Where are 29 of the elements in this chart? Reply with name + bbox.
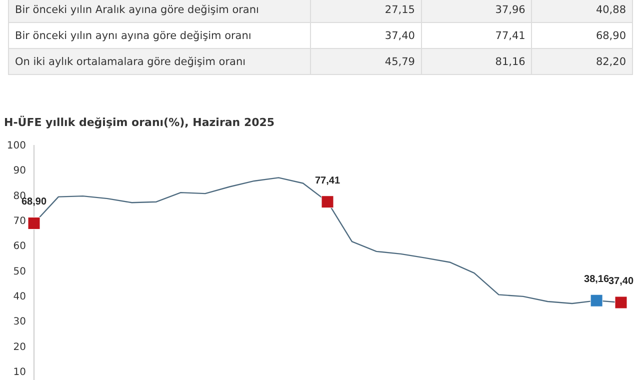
text: 27,15 [384, 4, 415, 16]
y-tick-label: 70 [13, 216, 26, 228]
chart-title: H-ÜFE yıllık değişim oranı(%), Haziran 2025 [3, 116, 276, 131]
category-label: Bir önceki yılın aynı ayına göre değişim oranı [15, 30, 252, 42]
data-label: 38,16 [584, 274, 610, 286]
text: 81,16 [495, 56, 526, 68]
y-tick-label: 10 [13, 366, 26, 378]
text: 77,41 [495, 30, 526, 42]
text: 37,40 [384, 30, 415, 42]
category-label: On iki aylık ortalamalara göre değişim oranı [15, 56, 246, 68]
text: 45,79 [384, 56, 415, 68]
y-tick-label: 40 [13, 291, 26, 302]
data-label: 77,41 [314, 175, 340, 186]
point [590, 294, 603, 307]
text: 68,90 [596, 30, 626, 42]
point [614, 296, 628, 309]
y-tick-label: 100 [6, 140, 26, 152]
y-tick-label: 90 [13, 166, 26, 177]
point [28, 216, 40, 230]
category-label: Bir önceki yılın Aralık ayına göre değişim oranı [15, 4, 259, 16]
text: 40,88 [596, 4, 626, 16]
y-tick-label: 50 [13, 266, 26, 278]
y-tick-label: 60 [13, 241, 26, 252]
y-tick-label: 30 [13, 316, 26, 328]
text: 82,20 [596, 56, 626, 68]
data-label: 37,40 [608, 276, 634, 287]
point [321, 196, 334, 208]
y-tick-label: 20 [13, 342, 26, 353]
text: 37,96 [495, 4, 526, 16]
